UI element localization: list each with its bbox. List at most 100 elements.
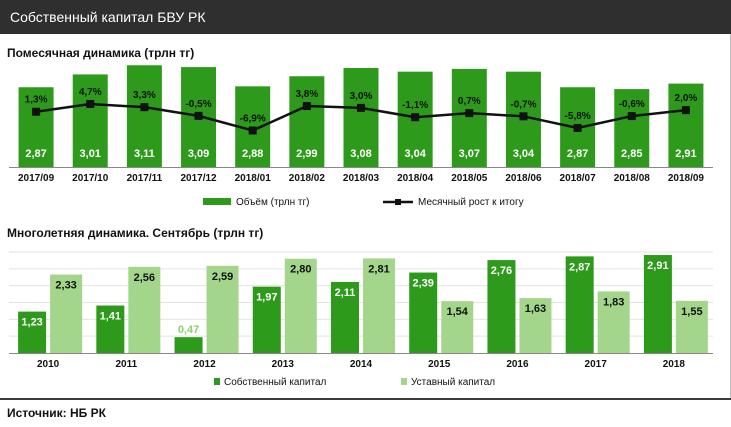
bar-volume	[668, 83, 704, 167]
bar-volume	[343, 68, 379, 167]
bar-own-capital-label: 2,76	[491, 265, 512, 277]
growth-marker	[627, 112, 636, 121]
bar-volume	[289, 76, 325, 167]
x-tick-label: 2018/01	[235, 173, 272, 184]
bar-charter-capital-label: 1,55	[681, 306, 702, 318]
bar-volume-label: 2,99	[296, 148, 317, 160]
bar-charter-capital	[128, 266, 161, 353]
bar-volume-label: 2,87	[25, 148, 46, 160]
x-tick-label: 2018/08	[614, 173, 651, 184]
growth-label: 3,0%	[350, 91, 373, 102]
bar-volume	[72, 74, 108, 167]
bar-own-capital	[331, 281, 359, 353]
legend-swatch-volume	[203, 198, 231, 205]
growth-label: -0,5%	[185, 99, 211, 110]
growth-marker	[411, 113, 420, 122]
x-tick-label: 2018/04	[397, 173, 434, 184]
x-tick-label: 2017/12	[180, 173, 217, 184]
bar-charter-capital-label: 2,56	[134, 272, 155, 284]
legend-swatch-own	[214, 378, 220, 385]
x-tick-label: 2012	[193, 359, 216, 370]
bar-volume-label: 3,07	[459, 148, 480, 160]
x-tick-label: 2014	[350, 359, 373, 370]
bar-charter-capital-label: 2,59	[212, 271, 233, 283]
bar-own-capital	[96, 305, 125, 353]
bar-own-capital-label: 2,87	[569, 261, 590, 273]
growth-marker	[465, 109, 474, 118]
legend-label-own: Собственный капитал	[224, 376, 327, 388]
bar-charter-capital	[206, 265, 239, 353]
chart2-title: Многолетняя динамика. Сентябрь (трлн тг)	[7, 226, 264, 240]
growth-marker	[32, 107, 41, 116]
bar-charter-capital	[675, 300, 708, 353]
growth-label: 4,7%	[79, 87, 102, 98]
x-tick-label: 2018/03	[343, 173, 380, 184]
bar-charter-capital	[441, 301, 474, 353]
bar-own-capital-label: 0,47	[178, 324, 199, 336]
bar-own-capital	[252, 286, 281, 353]
bar-volume-label: 2,85	[621, 148, 642, 160]
growth-marker	[194, 111, 203, 120]
bar-volume-label: 3,11	[134, 148, 155, 160]
legend-label-volume: Объём (трлн тг)	[236, 196, 309, 208]
page-title: Собственный капитал БВУ РК	[10, 9, 206, 25]
bar-charter-capital	[50, 274, 83, 353]
growth-marker	[573, 123, 582, 132]
x-tick-label: 2018/06	[505, 173, 542, 184]
bar-own-capital-label: 2,39	[413, 278, 434, 290]
bar-charter-capital	[519, 298, 552, 353]
bar-own-capital	[174, 337, 203, 353]
bar-own-capital-label: 2,11	[335, 287, 356, 299]
growth-label: 3,3%	[133, 90, 156, 101]
x-tick-label: 2017	[585, 359, 608, 370]
growth-marker	[140, 103, 149, 112]
x-tick-label: 2018/05	[451, 173, 488, 184]
x-tick-label: 2013	[272, 359, 295, 370]
bar-charter-capital	[284, 258, 317, 353]
growth-label: 2,0%	[675, 93, 698, 104]
bar-own-capital	[18, 311, 47, 353]
chart1-title: Помесячная динамика (трлн тг)	[7, 46, 195, 60]
footer-divider	[0, 398, 731, 400]
growth-marker	[357, 103, 365, 112]
bar-volume-label: 3,01	[80, 148, 101, 160]
growth-label: -0,7%	[510, 99, 536, 110]
growth-label: -6,9%	[240, 113, 266, 124]
growth-label: -1,1%	[402, 100, 428, 111]
x-tick-label: 2017/10	[72, 173, 109, 184]
bar-volume-label: 3,04	[404, 148, 426, 160]
x-tick-label: 2010	[37, 359, 60, 370]
growth-label: -0,6%	[619, 99, 645, 110]
growth-label: 3,8%	[295, 89, 318, 100]
legend-swatch-charter	[401, 378, 407, 385]
header-bar: Собственный капитал БВУ РК	[0, 0, 731, 34]
bar-own-capital	[565, 256, 594, 353]
bar-volume-label: 2,87	[567, 148, 588, 160]
bar-charter-capital	[363, 258, 395, 353]
x-tick-label: 2015	[428, 359, 451, 370]
growth-marker	[302, 102, 311, 111]
growth-label: 1,3%	[25, 95, 48, 106]
bar-volume	[126, 65, 162, 167]
bar-own-capital-label: 1,97	[256, 292, 277, 304]
bar-own-capital-label: 1,23	[21, 317, 42, 329]
legend-marker-growth	[395, 199, 401, 205]
bar-volume-label: 2,88	[242, 148, 263, 160]
monthly-chart: 2,87 2017/09 3,01 2017/10 3,11 2017/11 3,09 201…	[9, 65, 713, 208]
bar-volume-label: 3,04	[513, 148, 535, 160]
bar-volume-label: 3,08	[350, 148, 371, 160]
growth-marker	[86, 99, 95, 108]
bar-volume-label: 3,09	[188, 148, 209, 160]
bar-volume	[614, 89, 650, 167]
growth-label: -5,8%	[565, 111, 591, 122]
bar-charter-capital	[597, 291, 630, 353]
bar-own-capital	[643, 255, 672, 353]
x-tick-label: 2018/02	[289, 173, 326, 184]
x-tick-label: 2018/07	[560, 173, 597, 184]
bar-charter-capital-label: 2,81	[368, 263, 389, 275]
growth-label: 0,7%	[458, 96, 481, 107]
x-tick-label: 2018	[663, 359, 686, 370]
x-tick-label: 2016	[506, 359, 529, 370]
bar-own-capital	[409, 272, 438, 353]
bar-charter-capital-label: 1,63	[525, 303, 546, 315]
